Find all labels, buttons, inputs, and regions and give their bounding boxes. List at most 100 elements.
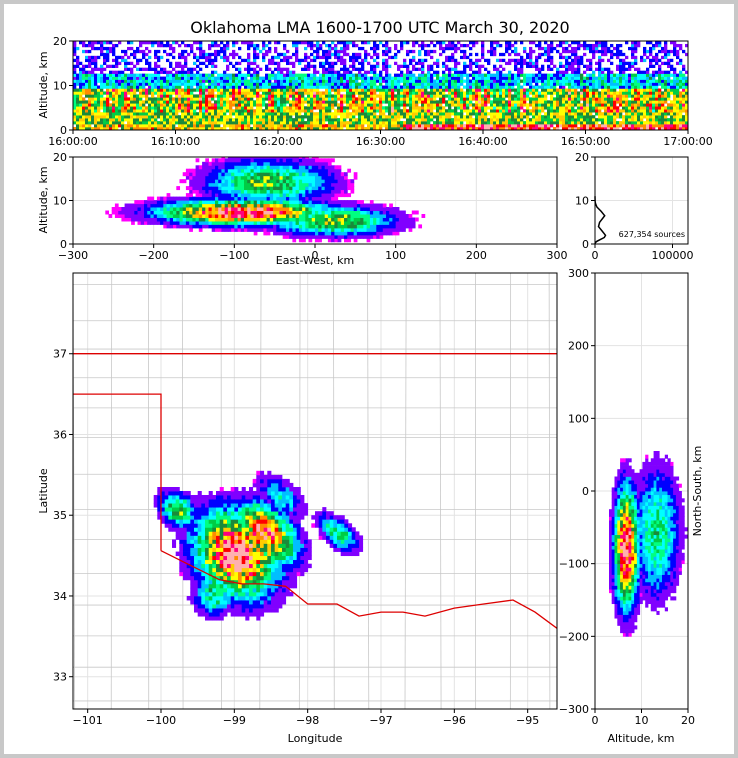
altitude-time-cell (631, 115, 635, 119)
altitude-time-cell (145, 97, 149, 101)
altitude-time-cell (469, 67, 473, 71)
altitude-time-cell (529, 58, 533, 63)
altitude-time-cell (307, 109, 311, 113)
altitude-time-cell (334, 88, 338, 92)
altitude-time-cell (409, 103, 413, 107)
altitude-time-cell (493, 88, 497, 92)
altitude-time-cell (571, 67, 575, 71)
altitude-time-cell (388, 91, 392, 95)
altitude-time-cell (424, 58, 428, 63)
altitude-time-cell (505, 109, 509, 113)
altitude-time-cell (283, 79, 287, 83)
altitude-time-cell (85, 106, 89, 110)
altitude-time-cell (133, 82, 137, 86)
altitude-time-cell (382, 88, 386, 92)
altitude-time-cell (667, 52, 671, 57)
altitude-time-cell (565, 41, 569, 45)
altitude-time-cell (643, 82, 647, 86)
altitude-time-cell (130, 91, 134, 95)
altitude-time-cell (367, 106, 371, 110)
altitude-time-cell (571, 41, 575, 45)
altitude-time-cell (214, 76, 218, 80)
altitude-time-cell (580, 55, 584, 60)
altitude-time-cell (640, 112, 644, 116)
altitude-time-cell (544, 106, 548, 110)
altitude-time-cell (250, 73, 254, 77)
altitude-time-cell (544, 112, 548, 116)
altitude-time-cell (268, 46, 272, 51)
altitude-time-cell (547, 43, 551, 48)
altitude-time-cell (685, 43, 688, 48)
altitude-time-cell (223, 121, 227, 125)
altitude-time-cell (367, 82, 371, 86)
altitude-time-cell (232, 103, 236, 107)
altitude-time-cell (286, 85, 290, 89)
altitude-time-cell (238, 112, 242, 116)
altitude-time-cell (391, 100, 395, 104)
altitude-time-cell (646, 106, 650, 110)
altitude-time-cell (103, 106, 107, 110)
altitude-time-cell (175, 127, 179, 130)
altitude-time-cell (673, 43, 677, 48)
altitude-time-cell (634, 67, 638, 71)
altitude-time-cell (196, 85, 200, 89)
altitude-time-cell (595, 97, 599, 101)
altitude-time-cell (568, 85, 572, 89)
altitude-time-cell (88, 112, 92, 116)
altitude-time-cell (373, 41, 377, 45)
altitude-time-cell (265, 73, 269, 77)
altitude-time-cell (337, 85, 341, 89)
altitude-time-cell (268, 94, 272, 98)
altitude-time-cell (610, 94, 614, 98)
altitude-time-cell (676, 97, 680, 101)
altitude-time-cell (616, 127, 620, 130)
altitude-time-cell (565, 106, 569, 110)
altitude-time-cell (553, 103, 557, 107)
east-west-cell (147, 217, 151, 222)
altitude-time-cell (535, 100, 539, 104)
altitude-time-cell (232, 82, 236, 86)
altitude-time-cell (250, 127, 254, 130)
altitude-time-cell (271, 115, 275, 119)
altitude-time-cell (190, 106, 194, 110)
altitude-time-cell (619, 109, 623, 113)
altitude-time-cell (403, 85, 407, 89)
altitude-time-cell (421, 106, 425, 110)
altitude-time-cell (433, 88, 437, 92)
altitude-time-cell (301, 103, 305, 107)
altitude-time-cell (184, 64, 188, 68)
altitude-time-cell (85, 70, 89, 74)
altitude-time-cell (82, 100, 86, 104)
altitude-time-cell (478, 82, 482, 86)
altitude-time-cell (679, 100, 683, 104)
altitude-time-cell (538, 52, 542, 57)
altitude-time-cell (145, 76, 149, 80)
altitude-time-cell (199, 49, 203, 54)
altitude-time-cell (538, 118, 542, 122)
altitude-time-cell (409, 94, 413, 98)
altitude-time-cell (73, 46, 77, 51)
altitude-time-cell (250, 85, 254, 89)
altitude-time-cell (673, 124, 677, 128)
altitude-time-cell (196, 79, 200, 83)
altitude-time-cell (442, 41, 446, 45)
altitude-time-cell (241, 97, 245, 101)
altitude-time-cell (427, 127, 431, 130)
altitude-time-cell (658, 70, 662, 74)
altitude-time-cell (124, 76, 128, 80)
altitude-time-cell (148, 115, 152, 119)
altitude-time-cell (541, 73, 545, 77)
altitude-time-cell (460, 55, 464, 60)
altitude-time-cell (169, 112, 173, 116)
altitude-time-cell (121, 100, 125, 104)
altitude-time-cell (625, 82, 629, 86)
altitude-time-cell (193, 100, 197, 104)
east-west-cell (127, 214, 132, 218)
altitude-time-cell (91, 127, 95, 130)
altitude-time-cell (217, 76, 221, 80)
altitude-time-cell (562, 46, 566, 51)
altitude-time-cell (163, 43, 167, 48)
altitude-time-cell (184, 43, 188, 48)
altitude-time-cell (613, 46, 617, 51)
altitude-time-cell (286, 49, 290, 54)
